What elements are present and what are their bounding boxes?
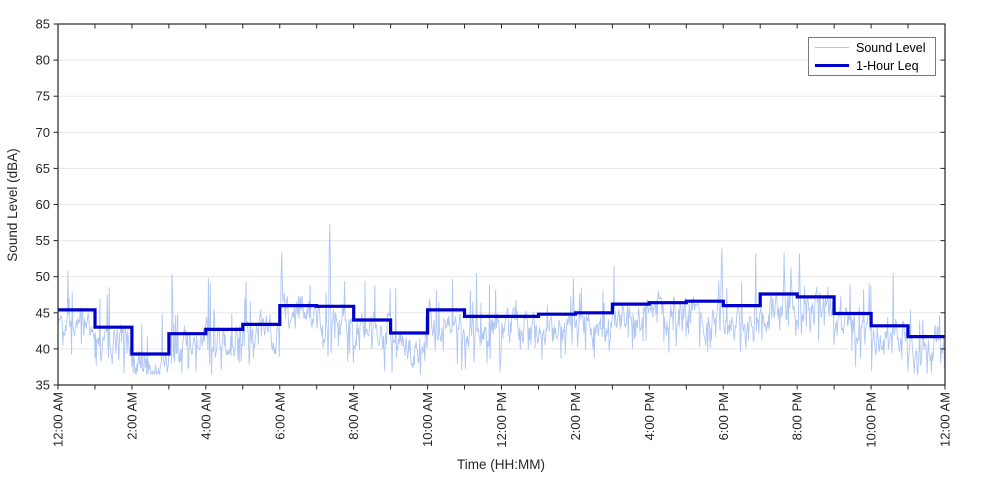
- data-series: [57, 223, 946, 376]
- x-axis-title: Time (HH:MM): [457, 457, 545, 472]
- x-tick-label: 12:00 AM: [51, 392, 66, 447]
- y-tick-label: 60: [36, 197, 50, 212]
- x-tick-label: 6:00 AM: [272, 392, 287, 440]
- y-axis-title: Sound Level (dBA): [5, 148, 20, 261]
- legend-item-sound-level: Sound Level: [815, 40, 929, 55]
- y-tick-label: 65: [36, 161, 50, 176]
- tick-labels: 35 40 45 50 55 60 65 70 75 80 85 12:00 AM 2:00 AM 4:0…: [36, 17, 953, 448]
- x-tick-label: 2:00 PM: [568, 392, 583, 440]
- x-tick-label: 12:00 AM: [938, 392, 953, 447]
- y-tick-label: 55: [36, 233, 50, 248]
- y-tick-label: 85: [36, 17, 50, 32]
- y-tick-label: 40: [36, 341, 50, 356]
- x-tick-label: 8:00 PM: [790, 392, 805, 440]
- x-tick-label: 2:00 AM: [124, 392, 139, 440]
- legend-label-1-hour-leq: 1-Hour Leq: [856, 58, 919, 73]
- x-tick-label: 10:00 PM: [864, 392, 879, 448]
- y-tick-label: 35: [36, 378, 50, 393]
- gridlines: [58, 59, 945, 350]
- y-tick-label: 75: [36, 89, 50, 104]
- y-tick-label: 50: [36, 269, 50, 284]
- x-tick-label: 10:00 AM: [420, 392, 435, 447]
- legend-label-sound-level: Sound Level: [856, 40, 926, 55]
- sound-level-line-swatch: [815, 47, 849, 48]
- leq-line-swatch: [815, 64, 849, 67]
- x-tick-label: 6:00 PM: [716, 392, 731, 440]
- sound-level-trace: [57, 223, 946, 376]
- legend: Sound Level 1-Hour Leq: [808, 37, 936, 76]
- legend-item-1-hour-leq: 1-Hour Leq: [815, 58, 929, 73]
- y-tick-label: 80: [36, 53, 50, 68]
- leq-step-line: [58, 292, 945, 356]
- x-tick-label: 8:00 AM: [346, 392, 361, 440]
- x-tick-label: 4:00 AM: [198, 392, 213, 440]
- x-tick-label: 4:00 PM: [642, 392, 657, 440]
- y-tick-label: 45: [36, 305, 50, 320]
- axes-box-and-ticks: [53, 23, 946, 390]
- y-tick-label: 70: [36, 125, 50, 140]
- x-tick-label: 12:00 PM: [494, 392, 509, 448]
